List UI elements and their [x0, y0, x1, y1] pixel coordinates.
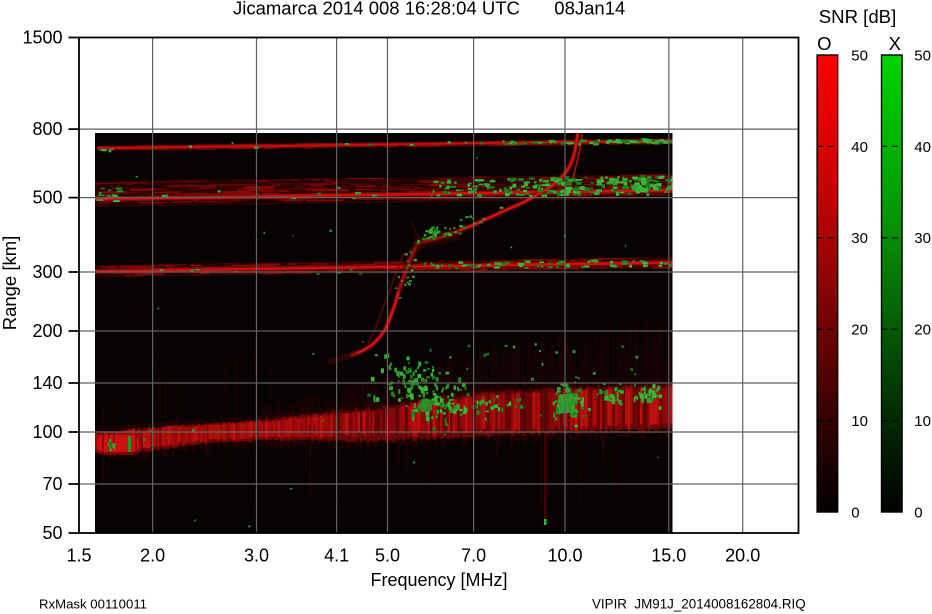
- svg-text:800: 800: [32, 119, 62, 139]
- svg-text:7.0: 7.0: [461, 546, 486, 566]
- svg-text:1.5: 1.5: [66, 546, 91, 566]
- svg-text:100: 100: [32, 422, 62, 442]
- svg-text:140: 140: [32, 373, 62, 393]
- svg-text:0: 0: [851, 504, 859, 521]
- svg-text:X: X: [889, 33, 901, 54]
- svg-text:40: 40: [851, 139, 868, 156]
- svg-text:SNR [dB]: SNR [dB]: [819, 6, 897, 27]
- svg-text:4.1: 4.1: [324, 546, 349, 566]
- svg-text:70: 70: [42, 474, 62, 494]
- svg-text:20.0: 20.0: [725, 546, 760, 566]
- svg-text:VIPIR JM91J_2014008162804.RIQ: VIPIR JM91J_2014008162804.RIQ: [592, 597, 806, 612]
- svg-text:3.0: 3.0: [244, 546, 269, 566]
- svg-text:Jicamarca 2014 008 16:28:04 UT: Jicamarca 2014 008 16:28:04 UTC: [233, 0, 520, 19]
- svg-text:Frequency [MHz]: Frequency [MHz]: [370, 570, 507, 590]
- svg-text:08Jan14: 08Jan14: [554, 0, 625, 19]
- svg-text:20: 20: [914, 322, 931, 339]
- svg-text:10: 10: [914, 413, 931, 430]
- svg-text:2.0: 2.0: [140, 546, 165, 566]
- svg-text:15.0: 15.0: [651, 546, 686, 566]
- svg-text:O: O: [817, 33, 831, 54]
- svg-text:200: 200: [32, 321, 62, 341]
- svg-text:50: 50: [42, 523, 62, 543]
- svg-text:10: 10: [851, 413, 868, 430]
- svg-text:20: 20: [851, 322, 868, 339]
- svg-text:5.0: 5.0: [375, 546, 400, 566]
- svg-text:30: 30: [851, 230, 868, 247]
- svg-text:40: 40: [914, 139, 931, 156]
- svg-text:50: 50: [914, 47, 931, 64]
- svg-text:Range [km]: Range [km]: [0, 236, 20, 331]
- svg-text:0: 0: [914, 504, 922, 521]
- svg-text:1500: 1500: [22, 28, 62, 48]
- svg-text:50: 50: [851, 47, 868, 64]
- svg-text:300: 300: [32, 262, 62, 282]
- svg-text:10.0: 10.0: [547, 546, 582, 566]
- svg-text:500: 500: [32, 188, 62, 208]
- svg-text:RxMask 00110011: RxMask 00110011: [39, 597, 147, 612]
- svg-text:30: 30: [914, 230, 931, 247]
